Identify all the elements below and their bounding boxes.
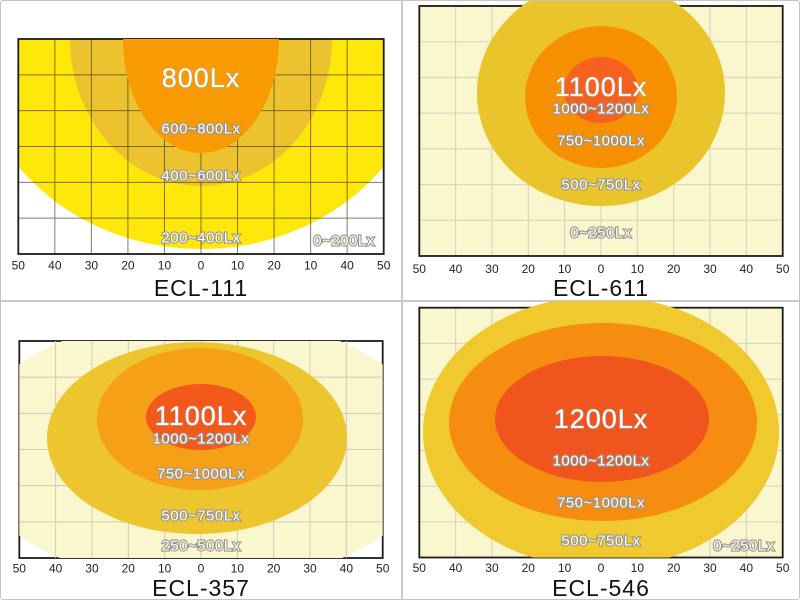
chart-panel-ecl-111: 800Lx 600~800Lx 400~600Lx 200~400Lx 0~200Lx 5… xyxy=(1,1,401,301)
lux-label: 200~400Lx xyxy=(161,230,240,247)
panel-divider-horizontal xyxy=(1,300,799,302)
axis-tick-label: 40 xyxy=(48,259,62,273)
axis-tick-label: 0 xyxy=(598,262,605,276)
axis-tick-label: 10 xyxy=(231,562,245,576)
axis-tick-label: 30 xyxy=(485,262,499,276)
axis-tick-label: 50 xyxy=(776,262,790,276)
axis-tick-label: 50 xyxy=(377,259,391,273)
axis-tick-label: 40 xyxy=(340,562,354,576)
lux-label: 400~600Lx xyxy=(161,168,240,185)
axis-tick-label: 40 xyxy=(740,561,754,575)
axis-tick-label: 50 xyxy=(413,561,427,575)
axis-tick-label: 10 xyxy=(231,259,245,273)
axis-tick-label: 20 xyxy=(267,259,281,273)
lux-ring-1000-1200Lx xyxy=(495,356,709,482)
axis-tick-label: 20 xyxy=(121,259,135,273)
lux-label: 1000~1200Lx xyxy=(553,453,650,470)
axis-tick-label: 0 xyxy=(598,561,605,575)
lux-label: 1100Lx xyxy=(555,72,648,102)
lux-label: 500~750Lx xyxy=(561,177,640,194)
lux-label: 1200Lx xyxy=(554,404,649,434)
chart-ecl-546: 1200Lx 1000~1200Lx 750~1000Lx 500~750Lx 0~25… xyxy=(413,301,790,600)
axis-tick-label: 30 xyxy=(703,262,717,276)
axis-tick-label: 20 xyxy=(522,561,536,575)
lux-label: 500~750Lx xyxy=(161,508,240,525)
axis-tick-label: 40 xyxy=(740,262,754,276)
lux-ring-1000-1200Lx xyxy=(564,57,638,123)
lux-label: 500~750Lx xyxy=(561,533,640,550)
axis-tick-label: 50 xyxy=(13,562,27,576)
chart-panel-ecl-611: 1100Lx 1000~1200Lx 750~1000Lx 500~750Lx 0~25… xyxy=(401,1,799,301)
axis-tick-label: 40 xyxy=(49,562,63,576)
chart-title: ECL-357 xyxy=(152,575,250,600)
axis-tick-label: 20 xyxy=(122,562,136,576)
chart-title: ECL-111 xyxy=(154,275,248,301)
axis-tick-label: 10 xyxy=(158,259,172,273)
axis-tick-label: 30 xyxy=(85,259,99,273)
axis-tick-label: 40 xyxy=(340,259,354,273)
axis-tick-label: 30 xyxy=(303,562,317,576)
lux-label: 750~1000Lx xyxy=(557,495,645,512)
axis-tick-label: 20 xyxy=(667,262,681,276)
axis-tick-label: 10 xyxy=(304,259,318,273)
chart-title: ECL-611 xyxy=(553,275,649,301)
lux-ring-1000-1200Lx xyxy=(146,384,256,450)
axis-tick-label: 10 xyxy=(558,262,572,276)
axis-tick-label: 50 xyxy=(413,262,427,276)
lux-label: 250~500Lx xyxy=(161,538,240,555)
axis-tick-label: 10 xyxy=(158,562,172,576)
axis-tick-label: 0 xyxy=(198,562,205,576)
lux-label: 0~250Lx xyxy=(713,538,774,555)
lux-label: 800Lx xyxy=(162,63,241,93)
lux-label: 1000~1200Lx xyxy=(553,101,650,118)
lux-label: 750~1000Lx xyxy=(557,133,645,150)
chart-title: ECL-546 xyxy=(552,575,650,600)
axis-tick-label: 50 xyxy=(12,259,26,273)
chart-panel-ecl-357: 1100Lx 1000~1200Lx 750~1000Lx 500~750Lx 250~… xyxy=(1,301,401,600)
axis-tick-label: 10 xyxy=(631,262,645,276)
axis-tick-label: 30 xyxy=(85,562,99,576)
axis-tick-label: 20 xyxy=(667,561,681,575)
lux-label: 750~1000Lx xyxy=(157,466,245,483)
lux-label: 0~200Lx xyxy=(313,233,374,250)
axis-tick-label: 20 xyxy=(522,262,536,276)
lux-label: 0~250Lx xyxy=(570,225,631,242)
axis-tick-label: 50 xyxy=(376,562,390,576)
axis-tick-label: 10 xyxy=(558,561,572,575)
lux-ring-600-800Lx xyxy=(123,39,279,153)
axis-tick-label: 20 xyxy=(267,562,281,576)
axis-tick-label: 50 xyxy=(776,561,790,575)
chart-panel-ecl-546: 1200Lx 1000~1200Lx 750~1000Lx 500~750Lx 0~25… xyxy=(401,301,799,600)
lux-label: 1100Lx xyxy=(155,401,248,431)
axis-tick-label: 30 xyxy=(703,561,717,575)
lux-label: 600~800Lx xyxy=(161,121,240,138)
axis-tick-label: 40 xyxy=(449,262,463,276)
axis-tick-label: 10 xyxy=(631,561,645,575)
axis-tick-label: 40 xyxy=(449,561,463,575)
lux-label: 1000~1200Lx xyxy=(153,431,250,448)
axis-tick-label: 0 xyxy=(198,259,205,273)
axis-tick-label: 30 xyxy=(485,561,499,575)
